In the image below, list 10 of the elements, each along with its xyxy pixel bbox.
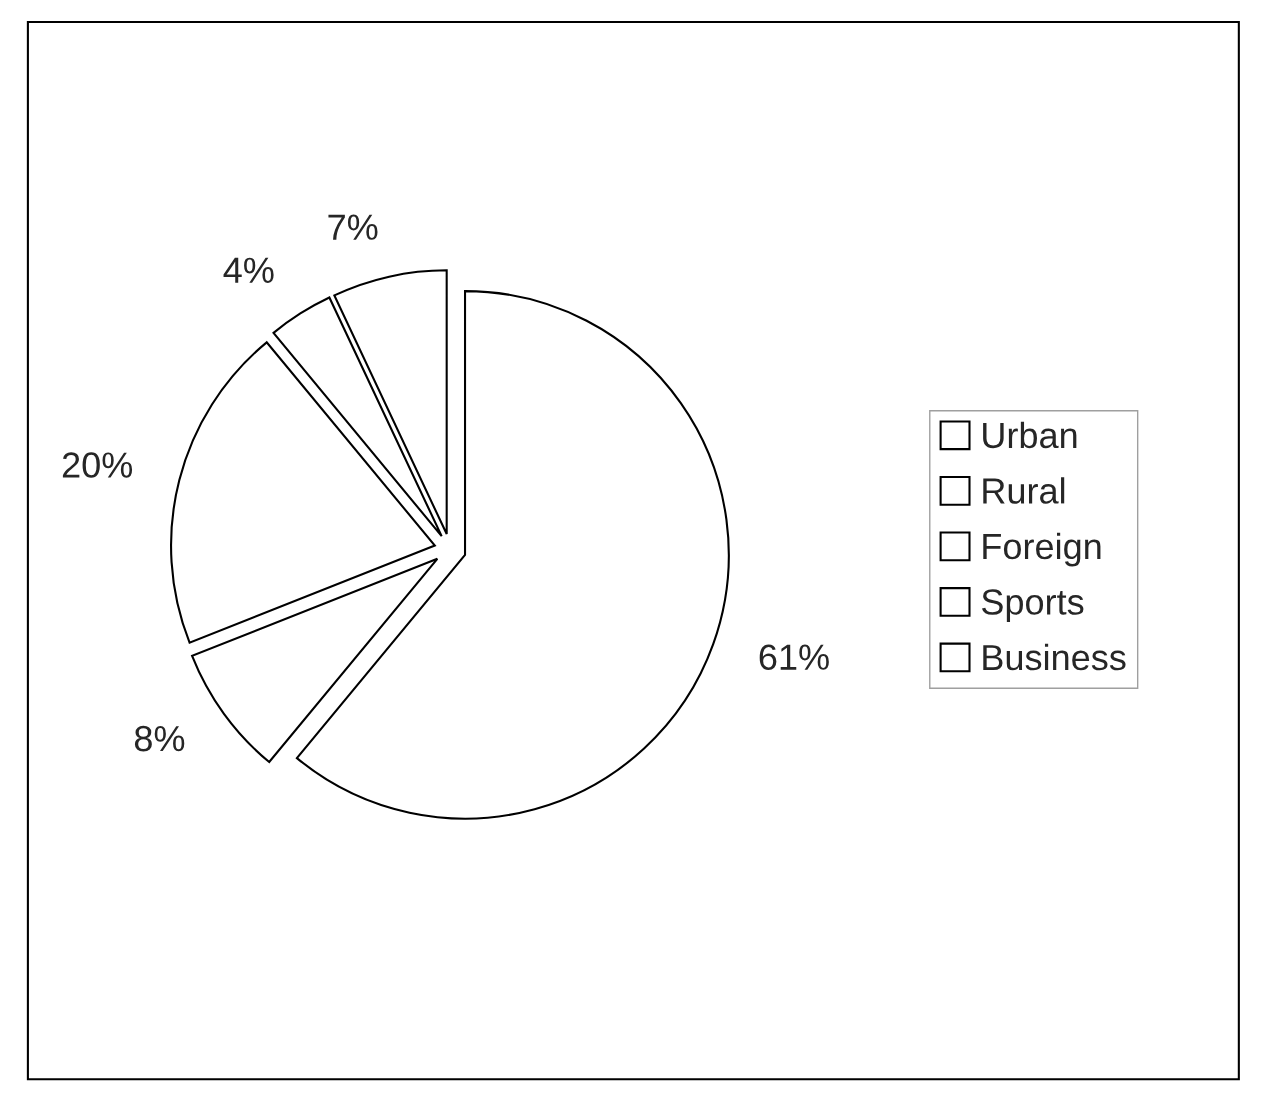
data-label: 61% xyxy=(759,644,829,670)
legend-label: Sports xyxy=(981,589,1084,622)
data-label: 4% xyxy=(223,257,274,283)
data-label: 8% xyxy=(134,725,185,752)
legend-label: Business xyxy=(983,643,1126,671)
legend-label: Foreign xyxy=(983,532,1101,567)
legend-label: Urban xyxy=(983,421,1077,449)
legend-label: Rural xyxy=(983,477,1065,504)
data-label: 7% xyxy=(328,214,378,240)
data-label: 20% xyxy=(62,452,133,478)
